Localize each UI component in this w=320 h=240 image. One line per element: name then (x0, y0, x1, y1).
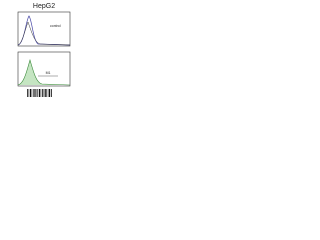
histogram-area (17, 58, 71, 86)
figure: HepG2 control M1 (0, 0, 75, 100)
marker-label: M1 (46, 71, 51, 75)
title: HepG2 (33, 3, 55, 10)
panel-frame (17, 11, 71, 47)
panel-frame (17, 51, 71, 87)
barcode (27, 89, 52, 97)
panel-label: control (50, 24, 61, 28)
histogram-curve (17, 21, 71, 46)
